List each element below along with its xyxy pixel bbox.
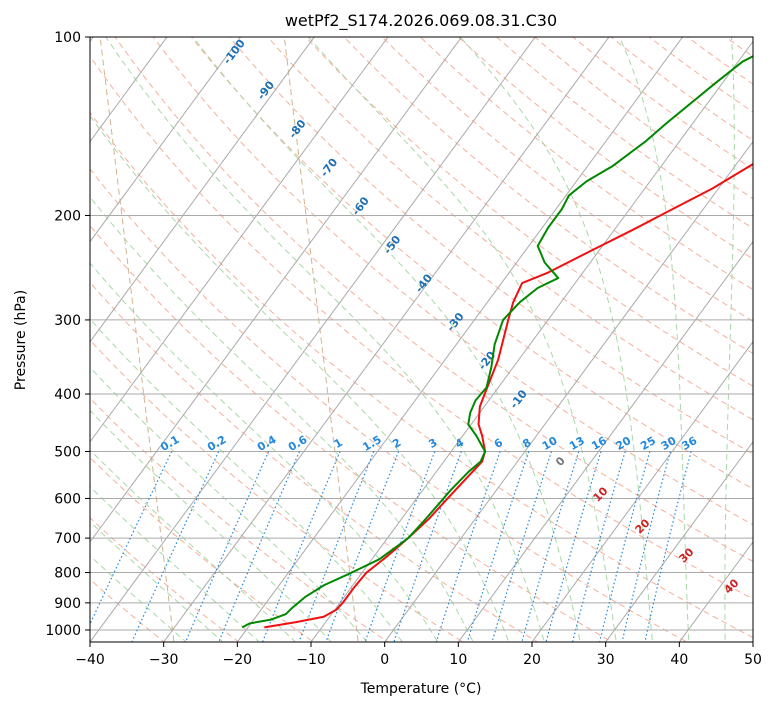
isotherm-line	[90, 37, 389, 443]
dry-adiabats	[90, 37, 753, 642]
x-tick-label: −30	[149, 652, 179, 668]
isotherm-line	[90, 37, 463, 543]
y-tick-label: 600	[54, 491, 81, 507]
saturation-curve	[283, 37, 359, 642]
isotherm-line	[605, 440, 753, 642]
mixing-ratio-line	[184, 451, 270, 642]
dry-adiabat-line	[114, 37, 753, 563]
x-tick-label: 0	[380, 652, 389, 668]
dry-adiabat-line	[381, 37, 753, 322]
mixing-ratio-line	[435, 451, 501, 642]
dry-adiabat-line	[419, 37, 753, 291]
isotherm-line	[90, 37, 168, 143]
x-tick-label: 40	[670, 652, 688, 668]
moist-adiabat-line	[307, 37, 617, 642]
dewpoint-line	[241, 55, 753, 629]
moist-adiabat-line	[90, 262, 439, 642]
saturation-curve	[99, 37, 175, 642]
isotherm-line	[678, 541, 753, 642]
dry-adiabat-line	[343, 37, 753, 355]
dry-adiabat-line	[305, 37, 753, 387]
y-tick-label: 200	[54, 209, 81, 225]
moist-adiabat-line	[192, 37, 581, 642]
moist-adiabat-line	[90, 366, 368, 642]
moist-adiabat-line	[90, 318, 403, 642]
dry-adiabat-line	[90, 224, 614, 642]
y-axis-label: Pressure (hPa)	[13, 290, 29, 390]
dry-adiabat-line	[90, 111, 753, 639]
chart-title: wetPf2_S174.2026.069.08.31.C30	[285, 11, 557, 31]
x-tick-label: 30	[597, 652, 615, 668]
moist-adiabat-line	[90, 449, 296, 642]
y-tick-label: 700	[54, 531, 81, 547]
dry-adiabat-line	[152, 37, 753, 526]
dry-adiabat-line	[90, 281, 539, 642]
x-tick-label: −40	[75, 652, 105, 668]
mixing-ratio-line	[364, 451, 436, 642]
dry-adiabat-line	[90, 168, 688, 642]
saturation-curves	[99, 37, 359, 642]
x-tick-label: −10	[296, 652, 326, 668]
dry-adiabat-line	[90, 339, 464, 642]
isotherms	[90, 37, 753, 642]
isobars	[90, 37, 753, 631]
moist-adiabat-line	[90, 555, 187, 642]
y-tick-label: 400	[54, 387, 81, 403]
isotherm-line	[236, 37, 684, 642]
mixing-ratio-line	[325, 451, 400, 642]
isotherm-line	[163, 37, 610, 642]
moist-adiabat-line	[459, 37, 653, 642]
mixing-ratio-line	[466, 451, 530, 642]
moist-adiabats	[90, 37, 735, 642]
isotherm-line	[531, 340, 753, 642]
mixing-ratio-line	[218, 451, 300, 642]
x-tick-label: 50	[744, 652, 762, 668]
isotherm-line	[90, 37, 242, 243]
x-tick-label: −20	[223, 652, 253, 668]
isotherm-line	[90, 37, 315, 343]
moist-adiabat-line	[90, 114, 510, 642]
mixing-ratio-line	[598, 451, 651, 642]
y-tick-label: 900	[54, 596, 81, 612]
profile-series	[241, 55, 753, 629]
y-tick-label: 800	[54, 566, 81, 582]
isotherm-line	[457, 240, 753, 642]
isotherm-line	[384, 140, 753, 642]
moist-adiabat-line	[90, 196, 474, 642]
mixing-ratio-line	[298, 451, 375, 642]
axes: −40 −30 −20 −10 0 10 20 30 40 50 100 200 300 400 500 60…	[45, 30, 762, 668]
mixing-ratio-line	[571, 451, 626, 642]
dry-adiabat-line	[90, 55, 753, 600]
x-tick-label: 10	[449, 652, 467, 668]
isotherm-line	[310, 40, 753, 642]
y-tick-label: 500	[54, 444, 81, 460]
isotherm-line	[90, 37, 536, 642]
x-axis-label: Temperature (°C)	[360, 681, 482, 697]
y-tick-label: 300	[54, 313, 81, 329]
moist-adiabat-line	[724, 37, 735, 642]
y-tick-label: 100	[54, 30, 81, 46]
moist-adiabat-line	[90, 485, 260, 642]
plot-frame	[89, 36, 754, 643]
y-tick-label: 1000	[45, 623, 81, 639]
mixing-ratio-line	[644, 451, 692, 642]
temperature-line	[264, 162, 753, 629]
mixing-ratio-line	[545, 451, 602, 642]
moist-adiabat-line	[618, 37, 690, 642]
x-tick-label: 20	[523, 652, 541, 668]
moist-adiabat-line	[90, 521, 224, 642]
